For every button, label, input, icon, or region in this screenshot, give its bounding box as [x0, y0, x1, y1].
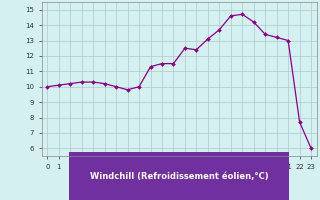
X-axis label: Windchill (Refroidissement éolien,°C): Windchill (Refroidissement éolien,°C): [90, 172, 268, 181]
